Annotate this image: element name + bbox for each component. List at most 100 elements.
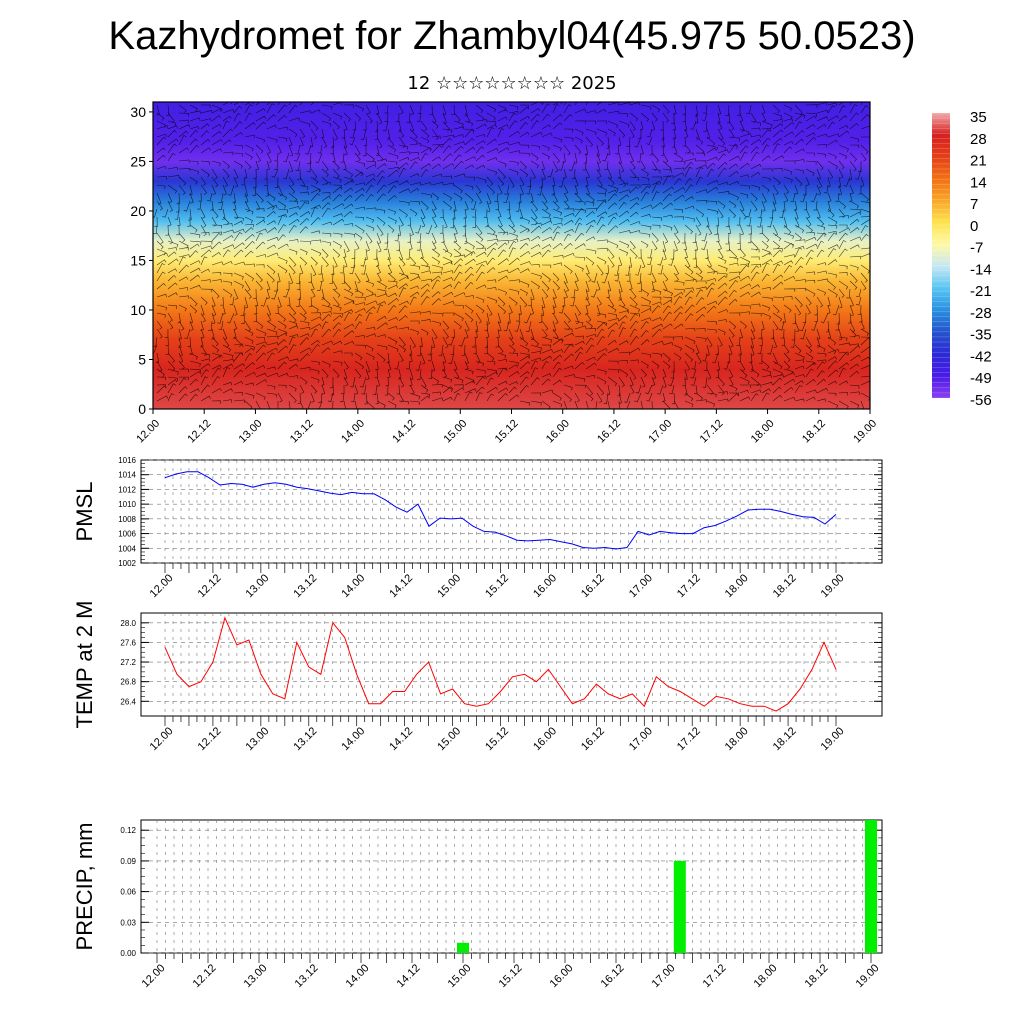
- wind-barb: [442, 175, 453, 180]
- wind-barb: [354, 160, 366, 167]
- wind-barb: [387, 297, 399, 306]
- wind-barb: [376, 158, 387, 162]
- wind-barb: [332, 152, 336, 163]
- wind-barb: [783, 240, 795, 248]
- wind-barb: [530, 144, 541, 150]
- wind-barb: [354, 216, 364, 221]
- wind-barb: [805, 112, 818, 117]
- wind-barb: [728, 262, 739, 266]
- wind-barb: [266, 124, 277, 130]
- wind-barb: [596, 304, 601, 316]
- wind-barb: [386, 128, 391, 140]
- wind-barb: [541, 249, 551, 258]
- wind-barb: [805, 216, 812, 227]
- wind-barb: [856, 288, 862, 298]
- wind-barb: [431, 391, 441, 395]
- wind-barb: [541, 360, 549, 370]
- wind-barb: [475, 368, 486, 374]
- wind-barb: [354, 112, 362, 122]
- wind-barbs: [153, 102, 870, 409]
- wind-barb: [728, 200, 737, 209]
- wind-barb: [299, 211, 311, 218]
- wind-barb: [783, 122, 795, 130]
- wind-barb: [321, 240, 332, 246]
- wind-barb: [552, 160, 559, 173]
- wind-barb: [244, 280, 251, 292]
- wind-barb: [757, 344, 763, 355]
- wind-barb: [222, 115, 232, 122]
- wind-barb: [832, 304, 840, 316]
- wind-barb: [805, 279, 816, 284]
- wind-barb: [541, 320, 549, 331]
- wind-barb: [695, 189, 708, 194]
- wind-barb: [539, 176, 543, 188]
- wind-barb: [618, 152, 622, 164]
- wind-barb: [759, 336, 763, 346]
- wind-barb: [794, 265, 803, 274]
- wind-barb: [332, 160, 340, 171]
- wind-barb: [508, 279, 520, 283]
- wind-barb: [277, 361, 287, 370]
- wind-barb: [184, 328, 191, 340]
- wind-barb: [725, 104, 730, 117]
- wind-barb: [563, 184, 569, 195]
- wind-barb: [431, 360, 436, 372]
- wind-barb: [222, 336, 230, 348]
- panel-frame: [140, 819, 883, 954]
- panel-x-tick-label: 16.12: [599, 962, 627, 990]
- wind-barb: [343, 296, 355, 305]
- wind-barb: [849, 236, 862, 242]
- wind-barb: [162, 208, 169, 218]
- wind-barb: [420, 296, 430, 306]
- heatmap-y-tick-label: 0: [138, 401, 146, 417]
- wind-barb: [739, 328, 743, 339]
- wind-barb: [384, 104, 389, 114]
- wind-barb: [607, 128, 616, 137]
- wind-barb: [354, 187, 365, 194]
- wind-barb: [629, 320, 639, 330]
- wind-barb: [167, 200, 173, 212]
- wind-barb: [530, 400, 542, 406]
- wind-barb: [843, 176, 851, 187]
- wind-barb: [299, 226, 309, 234]
- wind-barb: [838, 232, 848, 242]
- wind-barb: [200, 224, 207, 236]
- wind-barb: [660, 128, 665, 141]
- wind-barb: [189, 224, 198, 233]
- wind-barb: [651, 168, 661, 174]
- wind-barb: [767, 216, 774, 228]
- wind-barb: [728, 192, 740, 201]
- wind-barb: [365, 280, 375, 287]
- wind-barb: [409, 264, 421, 270]
- wind-barb: [651, 317, 662, 322]
- wind-barb: [277, 126, 289, 130]
- wind-barb: [200, 384, 211, 394]
- wind-barb: [855, 296, 862, 306]
- wind-barb: [497, 184, 503, 195]
- wind-barb: [827, 356, 838, 362]
- wind-barb: [343, 280, 352, 291]
- wind-barb: [849, 200, 859, 209]
- wind-barb: [497, 147, 510, 154]
- wind-barb: [178, 104, 187, 113]
- wind-barb: [750, 248, 760, 253]
- wind-barb: [772, 320, 779, 331]
- wind-barb: [816, 216, 825, 227]
- wind-barb: [508, 120, 518, 130]
- wind-barb: [187, 216, 191, 227]
- wind-barb: [299, 326, 311, 331]
- wind-barb: [503, 192, 510, 204]
- wind-barb: [541, 152, 550, 160]
- wind-barb: [178, 124, 191, 130]
- wind-barb: [761, 262, 770, 274]
- wind-barb: [222, 235, 234, 242]
- wind-barb: [519, 355, 530, 362]
- wind-barb: [750, 291, 761, 298]
- wind-barb: [431, 156, 441, 162]
- wind-barb: [376, 344, 388, 351]
- wind-barb: [332, 322, 341, 330]
- wind-barb: [360, 256, 367, 267]
- wind-barb: [266, 312, 272, 322]
- wind-barb: [288, 334, 299, 338]
- wind-barb: [156, 104, 160, 116]
